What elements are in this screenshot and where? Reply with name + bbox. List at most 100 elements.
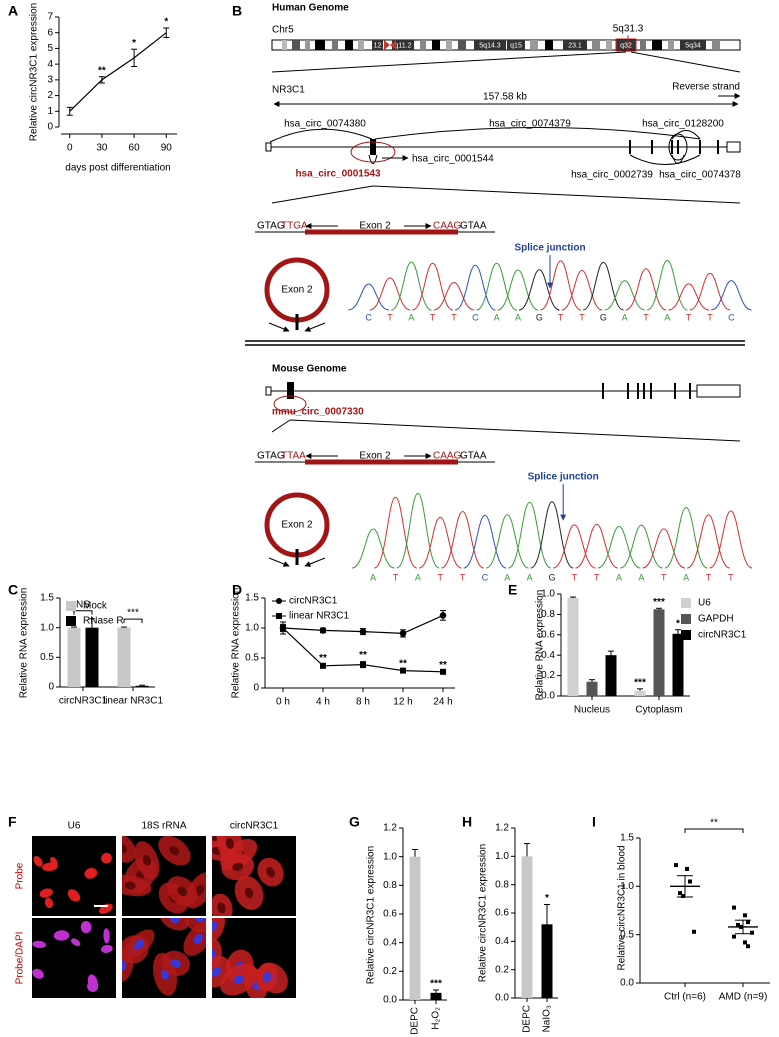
row-label: Probe/DAPI xyxy=(15,932,26,985)
nucleus xyxy=(32,940,46,949)
chromatogram-peak xyxy=(418,516,462,569)
splice-label: Splice junction xyxy=(528,472,599,483)
x-tick-label: circNR3C1 xyxy=(59,696,108,707)
base-call: A xyxy=(370,572,376,582)
band-label: q32 xyxy=(620,42,632,49)
base-call: T xyxy=(393,572,399,582)
base-call: A xyxy=(415,572,421,582)
bar xyxy=(653,609,665,696)
chromatogram-peak xyxy=(412,262,454,311)
chromosome-band xyxy=(292,40,300,50)
y-tick-label: 0.2 xyxy=(541,670,555,681)
chromosome-band xyxy=(282,40,287,50)
y-tick-label: 0.0 xyxy=(541,691,555,702)
chromatogram-peak xyxy=(463,514,507,569)
marker xyxy=(400,667,406,674)
significance-label: * xyxy=(545,893,549,904)
nucleus xyxy=(170,959,181,968)
point xyxy=(692,929,696,934)
column-label: 18S rRNA xyxy=(141,821,186,832)
y-axis-label: Relative circNR3C1 in blood xyxy=(617,845,628,970)
base-call: T xyxy=(572,572,578,582)
x-tick-label: Ctrl (n=6) xyxy=(664,992,706,1003)
chromosome-band xyxy=(332,40,338,50)
chromatogram-peak xyxy=(687,514,730,569)
chromosome-band xyxy=(680,40,706,50)
base-call: T xyxy=(686,312,692,322)
micrograph xyxy=(32,918,116,998)
bar xyxy=(117,627,131,687)
x-tick-label: 30 xyxy=(96,143,108,154)
bar xyxy=(521,856,533,998)
primer-arrow xyxy=(304,557,326,567)
nucleus xyxy=(101,852,112,864)
nucleus xyxy=(193,934,203,945)
circrna-label: hsa_circ_0001544 xyxy=(412,154,494,165)
length-label: 157.58 kb xyxy=(483,92,527,103)
chromatogram-peak xyxy=(619,524,663,569)
point xyxy=(736,923,740,927)
chromatogram-peak xyxy=(582,261,624,311)
exon-label: Exon 2 xyxy=(359,451,391,462)
nucleus xyxy=(32,968,44,979)
column-label: U6 xyxy=(68,821,81,832)
nucleus xyxy=(100,944,113,953)
y-axis-label: Relative RNA expression xyxy=(231,588,242,699)
y-tick-label: 0.4 xyxy=(495,936,509,947)
significance-bracket xyxy=(123,618,143,624)
genome-title: Human Genome xyxy=(272,3,349,14)
base-call: C xyxy=(482,572,489,582)
nucleus xyxy=(70,938,81,947)
base-call: T xyxy=(594,572,600,582)
legend-label: Mock xyxy=(83,601,108,612)
y-tick-label: 0.6 xyxy=(383,909,397,920)
legend-label: linear NR3C1 xyxy=(289,611,349,622)
base-call: C xyxy=(472,312,479,322)
y-tick-label: 0.0 xyxy=(383,995,397,1006)
legend-swatch xyxy=(681,598,691,608)
x-tick-label: 12 h xyxy=(393,697,412,708)
significance-label: NS xyxy=(76,599,90,610)
genome-title: Mouse Genome xyxy=(272,364,347,375)
y-axis-label: Relative RNA expression xyxy=(19,588,30,699)
chromatogram-peak xyxy=(646,259,688,311)
base-call: G xyxy=(536,312,543,322)
y-tick-label: 4 xyxy=(47,59,53,70)
bar xyxy=(634,690,646,696)
legend-label: circNR3C1 xyxy=(698,630,747,641)
chromosome-band xyxy=(420,40,426,50)
nucleus xyxy=(53,930,70,941)
y-tick-label: 1.0 xyxy=(40,622,54,633)
y-tick-label: 0 xyxy=(253,683,259,694)
nucleus xyxy=(33,856,43,867)
nucleus xyxy=(195,885,205,896)
base-call: T xyxy=(558,312,564,322)
panel-label: E xyxy=(508,582,517,598)
x-tick-label: Nucleus xyxy=(574,705,610,716)
marker xyxy=(399,630,407,637)
y-tick-label: 0.2 xyxy=(383,966,397,977)
chromatogram-peak xyxy=(668,283,710,311)
chromosome-band xyxy=(530,40,538,50)
exon-start-seq: TTAA xyxy=(281,451,306,462)
nucleus xyxy=(122,960,127,972)
locus-highlight xyxy=(615,38,637,52)
chromosome-band xyxy=(563,40,587,50)
significance-label: * xyxy=(132,38,136,49)
chromatogram-peak xyxy=(710,280,752,311)
circrna-label: hsa_circ_0074379 xyxy=(489,119,571,130)
x-tick-label: 24 h xyxy=(433,697,452,708)
cells xyxy=(212,836,284,916)
legend-swatch xyxy=(66,601,76,611)
panel-label: A xyxy=(8,3,18,19)
x-tick-label: NaIO₃ xyxy=(542,1005,553,1032)
nucleus xyxy=(134,939,145,950)
chromatogram-peak xyxy=(497,269,539,311)
cells xyxy=(122,836,206,914)
nucleus xyxy=(122,843,127,854)
chromosome-band xyxy=(606,40,612,50)
x-tick-label: DEPC xyxy=(410,1007,421,1035)
chromatogram-peak xyxy=(441,510,485,569)
chromatogram-peak xyxy=(476,262,518,311)
